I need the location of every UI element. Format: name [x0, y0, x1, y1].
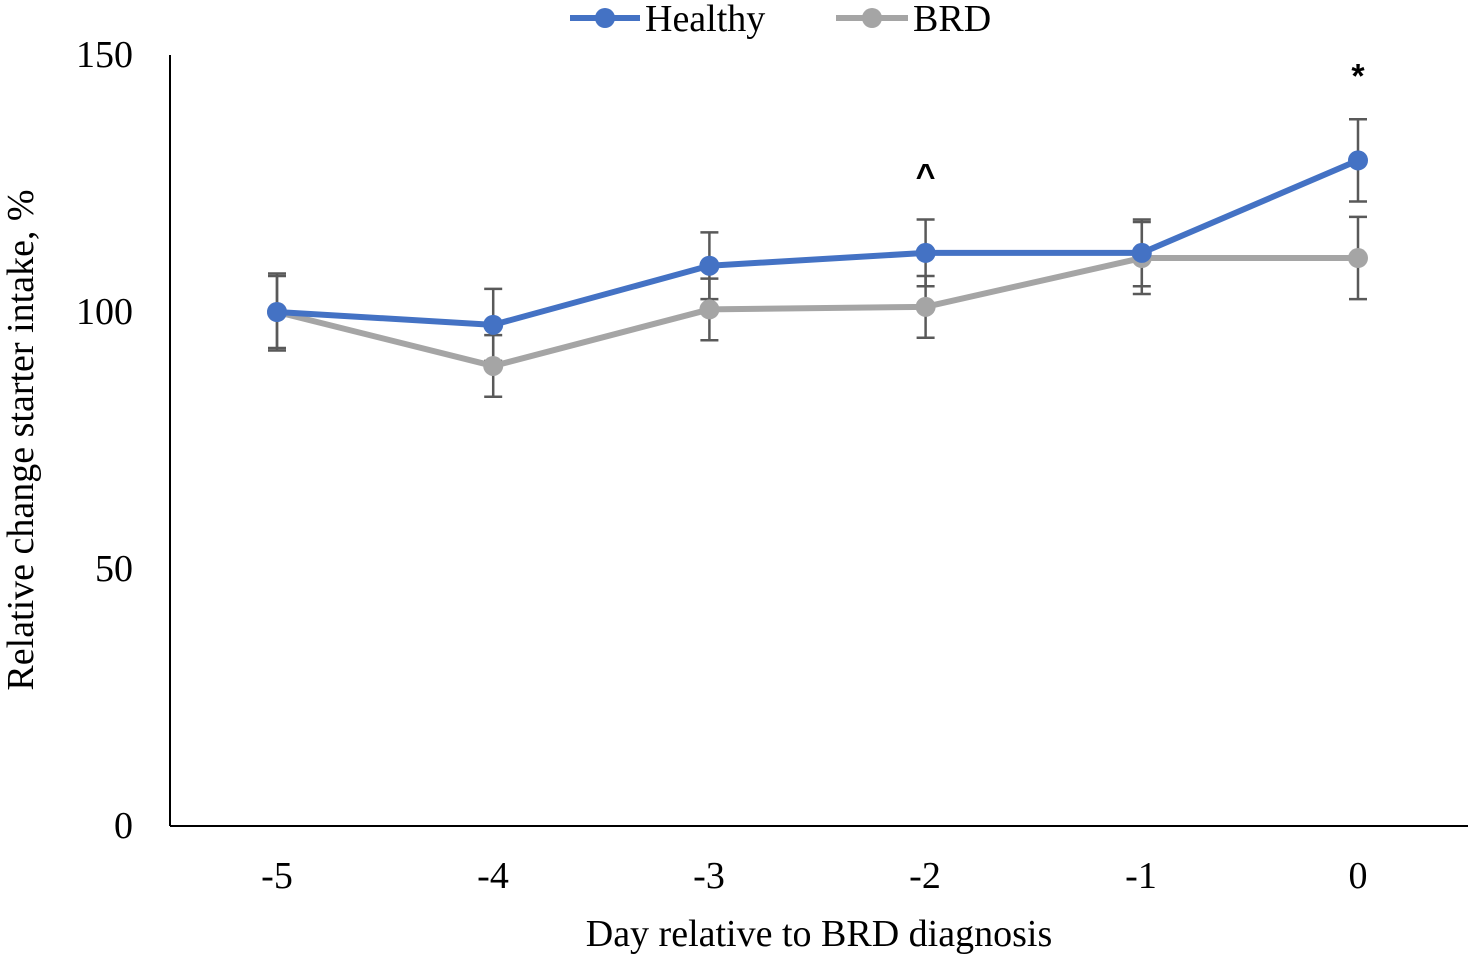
legend-item-brd: BRD	[836, 0, 991, 40]
data-point-healthy	[267, 302, 287, 322]
annotation-layer: ^*	[916, 57, 1366, 195]
legend: Healthy BRD	[570, 0, 991, 40]
legend-healthy-marker	[595, 8, 615, 28]
y-axis-title: Relative change starter intake, %	[0, 189, 42, 690]
data-point-healthy	[915, 242, 936, 263]
error-bars-healthy	[268, 118, 1367, 363]
x-tick-labels: -5 -4 -3 -2 -1 0	[261, 855, 1367, 897]
series-line-brd	[276, 255, 1358, 369]
series-line-healthy	[276, 157, 1360, 328]
x-tick-label-m5: -5	[261, 855, 293, 897]
legend-healthy-label: Healthy	[645, 0, 765, 40]
data-point-healthy	[483, 314, 504, 335]
data-point-brd	[699, 299, 720, 320]
significance-annotation: ^	[916, 157, 936, 195]
legend-brd-label: BRD	[913, 0, 991, 40]
significance-annotation: *	[1351, 57, 1365, 95]
y-tick-label-0: 0	[114, 805, 133, 847]
x-tick-label-0: 0	[1349, 855, 1368, 897]
data-point-brd	[483, 355, 504, 376]
x-tick-label-m3: -3	[693, 855, 725, 897]
data-point-healthy	[699, 255, 720, 276]
series-layer	[267, 118, 1368, 399]
y-tick-labels: 0 50 100 150	[76, 34, 133, 847]
data-point-brd	[915, 296, 936, 317]
y-tick-label-100: 100	[76, 291, 133, 333]
legend-item-healthy: Healthy	[570, 0, 765, 40]
data-point-brd	[1348, 248, 1368, 269]
data-point-healthy	[1131, 242, 1152, 263]
y-tick-label-150: 150	[76, 34, 133, 76]
y-tick-label-50: 50	[95, 548, 133, 590]
legend-brd-marker	[862, 8, 882, 28]
x-tick-label-m2: -2	[909, 855, 941, 897]
x-tick-label-m1: -1	[1125, 855, 1157, 897]
x-tick-label-m4: -4	[477, 855, 509, 897]
x-axis-title: Day relative to BRD diagnosis	[586, 913, 1052, 955]
data-point-healthy	[1348, 150, 1368, 171]
